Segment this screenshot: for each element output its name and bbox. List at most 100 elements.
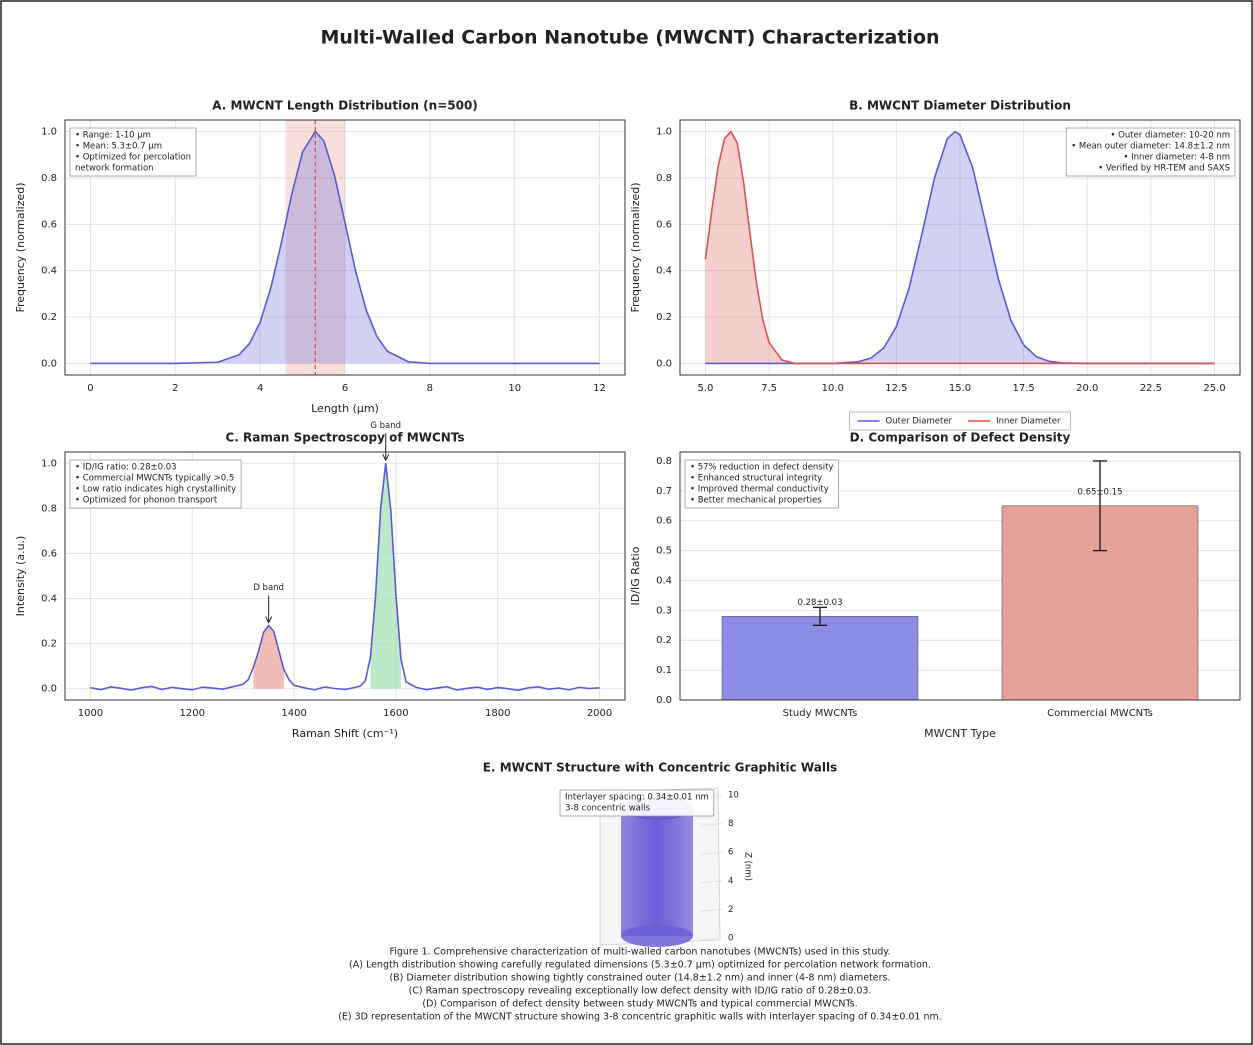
- note-text: • Outer diameter: 10-20 nm: [1110, 131, 1230, 141]
- x-tick-label: 25.0: [1203, 383, 1225, 394]
- y-tick-label: 0.8: [41, 173, 57, 184]
- y-tick-label: 0.4: [41, 266, 57, 277]
- y-tick-label: 0.2: [41, 312, 57, 323]
- annotation-text: G band: [370, 421, 401, 431]
- note-text: • Mean: 5.3±0.7 μm: [75, 142, 162, 152]
- x-tick-label: Commercial MWCNTs: [1047, 708, 1153, 719]
- note-text: • Verified by HR-TEM and SAXS: [1098, 164, 1230, 174]
- arrow-head: [265, 616, 273, 624]
- x-tick-label: Study MWCNTs: [783, 708, 858, 719]
- y-axis-label: Frequency (normalized): [629, 182, 642, 312]
- y-tick-label: 1.0: [41, 458, 57, 469]
- caption-line: (C) Raman spectroscopy revealing excepti…: [409, 986, 872, 997]
- caption-line: (B) Diameter distribution showing tightl…: [389, 973, 890, 984]
- y-tick-label: 0.5: [656, 546, 672, 557]
- x-axis-label: Raman Shift (cm⁻¹): [292, 727, 398, 740]
- caption: Figure 1. Comprehensive characterization…: [338, 947, 942, 1023]
- y-axis-label: ID/IG Ratio: [629, 546, 642, 605]
- grid-line: [699, 880, 723, 884]
- note-text: • Optimized for phonon transport: [75, 496, 218, 506]
- notes-frame: [69, 127, 197, 177]
- annotation-text: D band: [253, 583, 284, 593]
- caption-line: Figure 1. Comprehensive characterization…: [389, 947, 890, 958]
- plot-frame: [64, 451, 626, 701]
- legend-label: Outer Diameter: [886, 417, 953, 427]
- y-tick-label: 0.0: [41, 684, 57, 695]
- cylinder-body: [621, 808, 693, 936]
- plot-frame: [679, 119, 1241, 376]
- y-tick-label: 0.7: [656, 486, 672, 497]
- z-axis-label: Z (nm): [743, 852, 753, 881]
- x-tick-label: 20.0: [1076, 383, 1098, 394]
- plot-frame: [679, 451, 1241, 701]
- y-tick-label: 0.4: [41, 594, 57, 605]
- cylinder-bottom: [621, 925, 693, 947]
- x-tick-label: 7.5: [761, 383, 777, 394]
- x-tick-label: 1200: [180, 708, 205, 719]
- note-text: network formation: [75, 164, 154, 174]
- panel-title: B. MWCNT Diameter Distribution: [849, 99, 1071, 113]
- x-axis-label: Length (μm): [311, 402, 379, 415]
- x-axis-label: MWCNT Type: [924, 727, 996, 740]
- figure-title: Multi-Walled Carbon Nanotube (MWCNT) Cha…: [320, 27, 939, 49]
- x-tick-label: 1400: [281, 708, 306, 719]
- x-tick-label: 12: [593, 383, 606, 394]
- notes-box: • Outer diameter: 10-20 nm• Mean outer d…: [1065, 127, 1236, 177]
- y-tick-label: 0.2: [41, 639, 57, 650]
- z-tick-label: 0: [728, 934, 733, 944]
- legend: Outer Diameter Inner Diameter: [849, 411, 1071, 431]
- notes-frame: [1065, 127, 1236, 177]
- z-tick-label: 10: [728, 791, 739, 801]
- z-tick-label: 8: [728, 819, 733, 829]
- notes-box: Interlayer spacing: 0.34±0.01 nm3-8 conc…: [559, 789, 715, 817]
- arrow-head: [382, 454, 390, 462]
- z-tick-label: 2: [728, 905, 733, 915]
- y-tick-label: 0.6: [41, 219, 57, 230]
- panel-title: D. Comparison of Defect Density: [850, 431, 1071, 445]
- note-text: • Enhanced structural integrity: [690, 474, 822, 484]
- x-tick-label: 5.0: [698, 383, 714, 394]
- x-tick-label: 22.5: [1140, 383, 1162, 394]
- area: [90, 131, 600, 364]
- value-label: 0.65±0.15: [1078, 487, 1123, 497]
- notes-frame: [684, 459, 839, 509]
- note-text: • Commercial MWCNTs typically >0.5: [75, 474, 234, 484]
- legend-label: Inner Diameter: [996, 417, 1061, 427]
- y-tick-label: 0.0: [656, 695, 672, 706]
- legend-frame: [849, 411, 1071, 431]
- y-tick-label: 0.2: [656, 312, 672, 323]
- panel-title: A. MWCNT Length Distribution (n=500): [212, 99, 478, 113]
- notes-box: • 57% reduction in defect density• Enhan…: [684, 459, 839, 509]
- caption-line: (E) 3D representation of the MWCNT struc…: [338, 1012, 942, 1023]
- note-text: • Range: 1-10 μm: [75, 131, 151, 141]
- y-tick-label: 0.8: [656, 456, 672, 467]
- caption-line: (D) Comparison of defect density between…: [422, 999, 857, 1010]
- y-tick-label: 0.8: [41, 503, 57, 514]
- band-area: [370, 463, 402, 689]
- note-text: Interlayer spacing: 0.34±0.01 nm: [565, 793, 709, 803]
- x-tick-label: 15.0: [949, 383, 971, 394]
- note-text: • ID/IG ratio: 0.28±0.03: [75, 463, 177, 473]
- note-text: 3-8 concentric walls: [565, 804, 651, 814]
- bar: [721, 616, 919, 701]
- y-tick-label: 0.1: [656, 665, 672, 676]
- y-axis-label: Intensity (a.u.): [14, 536, 27, 617]
- x-tick-label: 1600: [383, 708, 408, 719]
- note-text: • Low ratio indicates high crystallinity: [75, 485, 236, 495]
- x-tick-label: 10: [508, 383, 521, 394]
- note-text: • Better mechanical properties: [690, 496, 822, 506]
- note-text: • Improved thermal conductivity: [690, 485, 829, 495]
- y-tick-label: 0.6: [656, 219, 672, 230]
- y-axis-label: Frequency (normalized): [14, 182, 27, 312]
- y-tick-label: 0.0: [656, 358, 672, 369]
- area: [705, 131, 1215, 364]
- notes-box: • Range: 1-10 μm• Mean: 5.3±0.7 μm• Opti…: [69, 127, 197, 177]
- x-tick-label: 1800: [485, 708, 510, 719]
- x-tick-label: 8: [427, 383, 433, 394]
- y-tick-label: 1.0: [656, 127, 672, 138]
- grid-line: [699, 851, 723, 855]
- panel-title: E. MWCNT Structure with Concentric Graph…: [483, 761, 837, 775]
- x-tick-label: 10.0: [822, 383, 844, 394]
- z-tick-label: 6: [728, 848, 733, 858]
